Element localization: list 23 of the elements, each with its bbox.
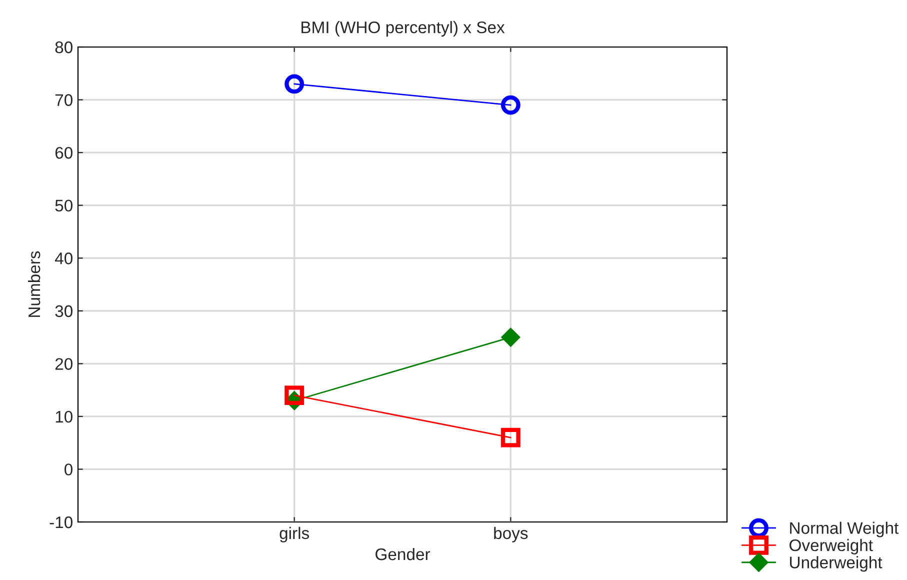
y-tick-label: 30 <box>55 305 72 318</box>
point <box>284 386 304 406</box>
legend-label: Normal Weight <box>790 522 899 538</box>
y-tick-label: 10 <box>56 410 72 423</box>
y-tick-label: 20 <box>55 358 72 370</box>
y-tick-label: 0 <box>64 464 72 476</box>
y-tick-label: 80 <box>55 41 72 54</box>
x-axis-title: Gender <box>376 548 430 560</box>
legend-label: Underweight <box>790 556 882 572</box>
point <box>501 328 520 347</box>
x-tick-label: boys <box>494 526 528 542</box>
y-axis-title: Numbers <box>28 251 40 317</box>
y-tick-label: 50 <box>55 200 72 212</box>
x-tick-label: girls <box>280 526 310 542</box>
point <box>284 74 304 94</box>
y-tick-label: 70 <box>55 94 72 106</box>
y-tick-label: 40 <box>54 252 72 264</box>
y-tick-label: -10 <box>50 516 72 528</box>
legend-label: Overweight <box>790 538 873 554</box>
y-tick-label: 60 <box>55 146 72 159</box>
point <box>500 428 520 448</box>
chart-title: BMI (WHO percentyl) x Sex <box>302 21 505 37</box>
point <box>500 95 520 115</box>
